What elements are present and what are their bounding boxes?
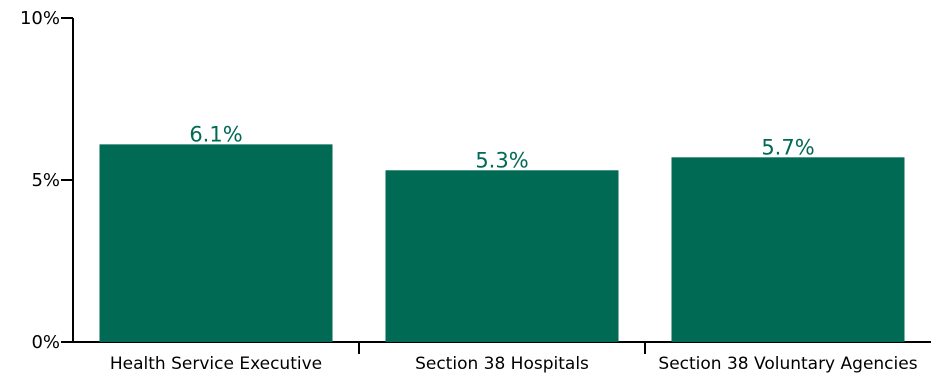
data-label: 6.1% xyxy=(189,122,242,146)
category-label: Health Service Executive xyxy=(110,354,322,374)
bar xyxy=(671,157,905,342)
bar xyxy=(99,144,333,342)
y-tick-label: 5% xyxy=(31,170,60,191)
data-labels: 6.1% 5.3% 5.7% xyxy=(189,122,814,172)
category-labels: Health Service Executive Section 38 Hospi… xyxy=(110,354,918,374)
y-tick-label: 0% xyxy=(31,332,60,353)
category-label: Section 38 Hospitals xyxy=(415,354,589,374)
data-label: 5.7% xyxy=(761,135,814,159)
y-axis-ticks: 0% 5% 10% xyxy=(20,8,73,353)
x-axis-ticks xyxy=(358,342,646,354)
bars xyxy=(99,144,905,342)
data-label: 5.3% xyxy=(475,148,528,172)
y-tick-label: 10% xyxy=(20,8,60,29)
bar xyxy=(385,170,619,342)
category-label: Section 38 Voluntary Agencies xyxy=(658,354,917,374)
